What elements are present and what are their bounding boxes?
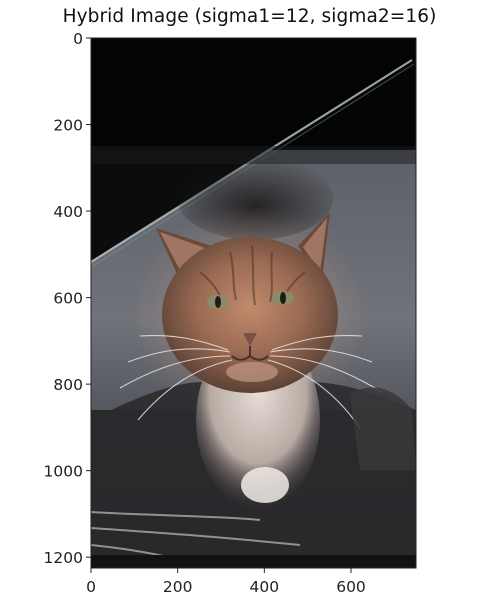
x-tick-label: 200	[163, 578, 193, 596]
y-tick-label: 1000	[44, 463, 83, 481]
chart-title: Hybrid Image (sigma1=12, sigma2=16)	[62, 6, 437, 27]
y-tick-label: 800	[53, 376, 83, 394]
y-tick-label: 200	[53, 117, 83, 135]
x-axis: 0 200 400 600	[86, 568, 366, 596]
y-tick-label: 0	[73, 30, 83, 48]
x-tick-label: 0	[86, 578, 96, 596]
y-axis: 0 200 400 600 800 1000 1200	[44, 30, 91, 567]
x-tick-label: 400	[250, 578, 280, 596]
y-tick-label: 400	[53, 203, 83, 221]
axes-frame	[90, 37, 417, 569]
x-tick-label: 600	[336, 578, 366, 596]
y-tick-label: 1200	[44, 549, 83, 567]
hybrid-image	[91, 38, 416, 568]
y-tick-label: 600	[53, 290, 83, 308]
